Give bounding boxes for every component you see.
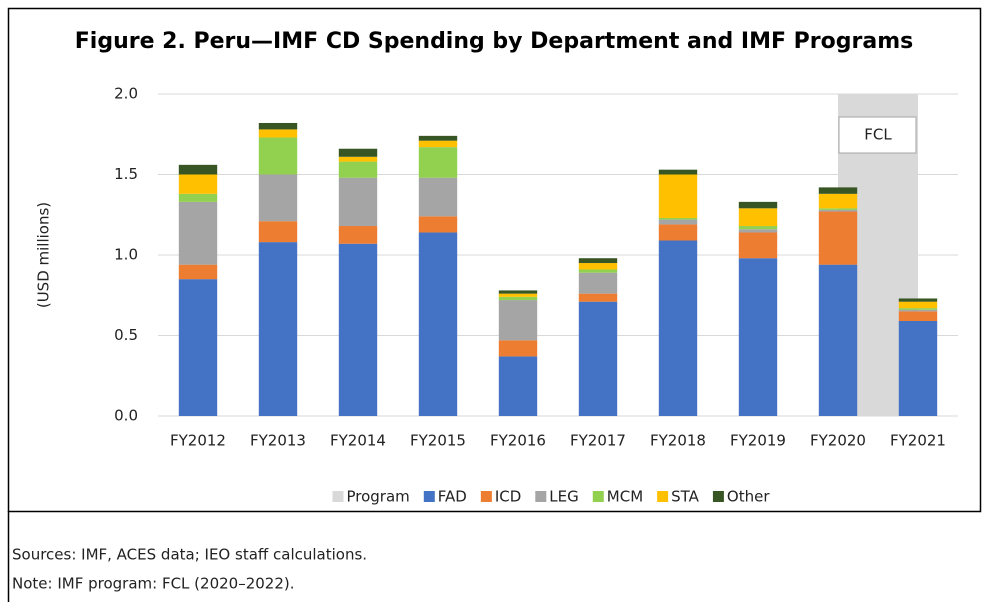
bar-segment (898, 309, 938, 312)
legend-label: ICD (495, 488, 521, 506)
bar-segment (738, 208, 778, 227)
x-tick-label: FY2019 (730, 432, 786, 450)
bar-segment (818, 264, 858, 416)
legend-swatch (535, 491, 547, 502)
y-tick-label: 0.5 (114, 326, 138, 344)
bar-segment (258, 122, 298, 130)
bar-segment (658, 240, 698, 416)
bar-segment (818, 211, 858, 265)
bar-segment (818, 208, 858, 210)
bar-segment (418, 135, 458, 141)
legend: Program FAD ICD LEG MCM STA Other (332, 488, 770, 506)
bar-segment (178, 193, 218, 202)
bar-segment (178, 201, 218, 265)
bar-segment (658, 219, 698, 225)
x-tick-label: FY2014 (330, 432, 386, 450)
x-tick-label: FY2016 (490, 432, 546, 450)
legend-swatch (712, 491, 724, 502)
bar-segment (898, 308, 938, 310)
bar-segment (338, 161, 378, 178)
legend-label: MCM (607, 488, 643, 506)
legend-swatch (480, 491, 492, 502)
bar-segment (498, 356, 538, 416)
bar-segment (178, 174, 218, 194)
bar-segment (578, 272, 618, 294)
legend-swatch (657, 491, 669, 502)
bar-segment (658, 174, 698, 218)
bar-segment (418, 177, 458, 217)
bar-segment (818, 187, 858, 194)
x-tick-label: FY2013 (250, 432, 306, 450)
bar-segment (258, 137, 298, 175)
bar-segment (498, 290, 538, 294)
note: Note: IMF program: FCL (2020–2022). (12, 575, 295, 593)
bar-segment (738, 201, 778, 209)
bar-segment (898, 311, 938, 322)
bar-segment (498, 293, 538, 297)
legend-label: STA (671, 488, 700, 506)
legend-label: Program (346, 488, 409, 506)
bar-segment (338, 226, 378, 244)
bar-segment (418, 216, 458, 233)
bar-segment (898, 321, 938, 416)
legend-label: LEG (549, 488, 578, 506)
bar-segment (738, 229, 778, 233)
y-tick-label: 1.0 (114, 246, 138, 264)
bar-segment (418, 147, 458, 178)
bar-segment (818, 193, 858, 209)
x-tick-label: FY2015 (410, 432, 466, 450)
x-tick-label: FY2018 (650, 432, 706, 450)
bar-segment (418, 232, 458, 416)
bar-segment (578, 258, 618, 264)
bar-segment (338, 243, 378, 416)
bar-segment (178, 164, 218, 175)
legend-swatch (423, 491, 435, 502)
bar-segment (578, 269, 618, 273)
bar-segment (898, 298, 938, 302)
sources: Sources: IMF, ACES data; IEO staff calcu… (12, 546, 367, 564)
bar-segment (738, 226, 778, 230)
bar-segment (338, 156, 378, 162)
legend-label: FAD (438, 488, 467, 506)
chart-frame (7, 7, 982, 513)
bar-segment (578, 263, 618, 270)
y-tick-label: 0.0 (114, 407, 138, 425)
bar-segment (258, 242, 298, 416)
bar-segment (658, 224, 698, 241)
x-tick-label: FY2017 (570, 432, 626, 450)
bar-segment (258, 129, 298, 138)
x-tick-label: FY2012 (170, 432, 226, 450)
bar-segment (418, 140, 458, 148)
annotation-box (838, 116, 917, 154)
bar-segment (498, 340, 538, 357)
bar-segment (658, 217, 698, 220)
bar-segment (338, 148, 378, 157)
annotation: FCL (864, 126, 892, 144)
legend-swatch (332, 491, 344, 502)
y-axis-label: (USD millions) (35, 202, 53, 308)
legend-swatch (592, 491, 604, 502)
y-tick-label: 2.0 (114, 85, 138, 103)
bar-segment (738, 258, 778, 416)
bar-segment (658, 169, 698, 175)
bar-segment (738, 232, 778, 259)
bar-segment (338, 177, 378, 227)
bar-segment (178, 264, 218, 280)
bar-segment (258, 221, 298, 243)
x-tick-label: FY2020 (810, 432, 866, 450)
bar-segment (498, 296, 538, 301)
bar-segment (498, 300, 538, 341)
bar-segment (578, 293, 618, 302)
bar-segment (818, 209, 858, 212)
x-tick-label: FY2021 (890, 432, 946, 450)
bar-segment (898, 301, 938, 309)
y-tick-label: 1.5 (114, 165, 138, 183)
bar-segment (178, 279, 218, 416)
bar-segment (578, 301, 618, 416)
chart-title: Figure 2. Peru—IMF CD Spending by Depart… (75, 29, 913, 54)
bar-segment (258, 174, 298, 222)
legend-label: Other (727, 488, 770, 506)
